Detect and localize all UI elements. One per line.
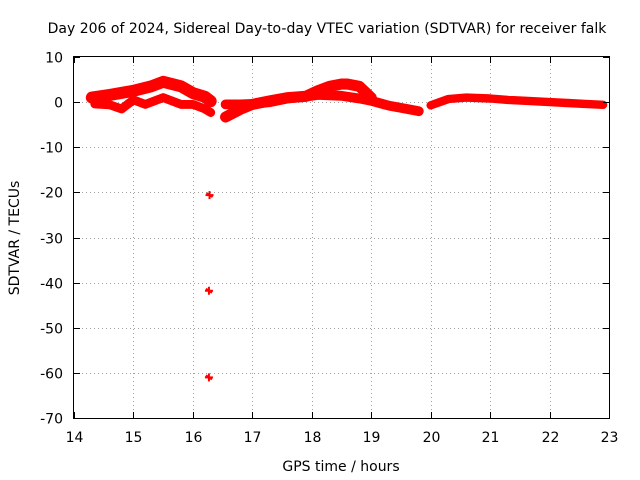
x-tick-label: 14	[66, 430, 84, 446]
y-tick-label: 0	[54, 96, 63, 112]
chart-title: Day 206 of 2024, Sidereal Day-to-day VTE…	[48, 21, 608, 37]
x-tick-label: 21	[482, 430, 500, 446]
data-band	[426, 93, 608, 110]
y-tick-label: -40	[40, 277, 63, 293]
y-tick-label: -70	[40, 412, 63, 428]
y-tick-label: -30	[40, 232, 63, 248]
x-tick-label: 17	[244, 430, 262, 446]
ticks	[74, 57, 610, 419]
data-band	[220, 90, 424, 117]
y-tick-label: -10	[40, 141, 63, 157]
x-axis-label: GPS time / hours	[282, 459, 399, 475]
x-tick-label: 20	[423, 430, 441, 446]
y-tick-label: 10	[45, 51, 63, 67]
outlier-point	[204, 286, 213, 295]
x-tick-label: 23	[601, 430, 619, 446]
x-tick-label: 16	[185, 430, 203, 446]
y-axis-label: SDTVAR / TECUs	[7, 181, 23, 296]
data-band	[85, 75, 217, 108]
y-tick-label: -20	[40, 186, 63, 202]
plot-frame	[73, 56, 610, 419]
data-layer	[85, 75, 608, 382]
grid	[74, 57, 609, 418]
x-tick-label: 19	[363, 430, 381, 446]
x-tick-labels: 14 15 16 17 18 19 20 21 22 23	[66, 430, 619, 446]
data-band	[90, 93, 216, 117]
outlier-point	[204, 373, 213, 382]
outlier-point	[205, 191, 214, 200]
x-tick-label: 18	[304, 430, 322, 446]
y-tick-labels: 10 0 -10 -20 -30 -40 -50 -60 -70	[40, 51, 63, 428]
x-tick-label: 15	[125, 430, 143, 446]
y-tick-label: -60	[40, 367, 63, 383]
x-tick-label: 22	[542, 430, 560, 446]
y-tick-label: -50	[40, 322, 63, 338]
